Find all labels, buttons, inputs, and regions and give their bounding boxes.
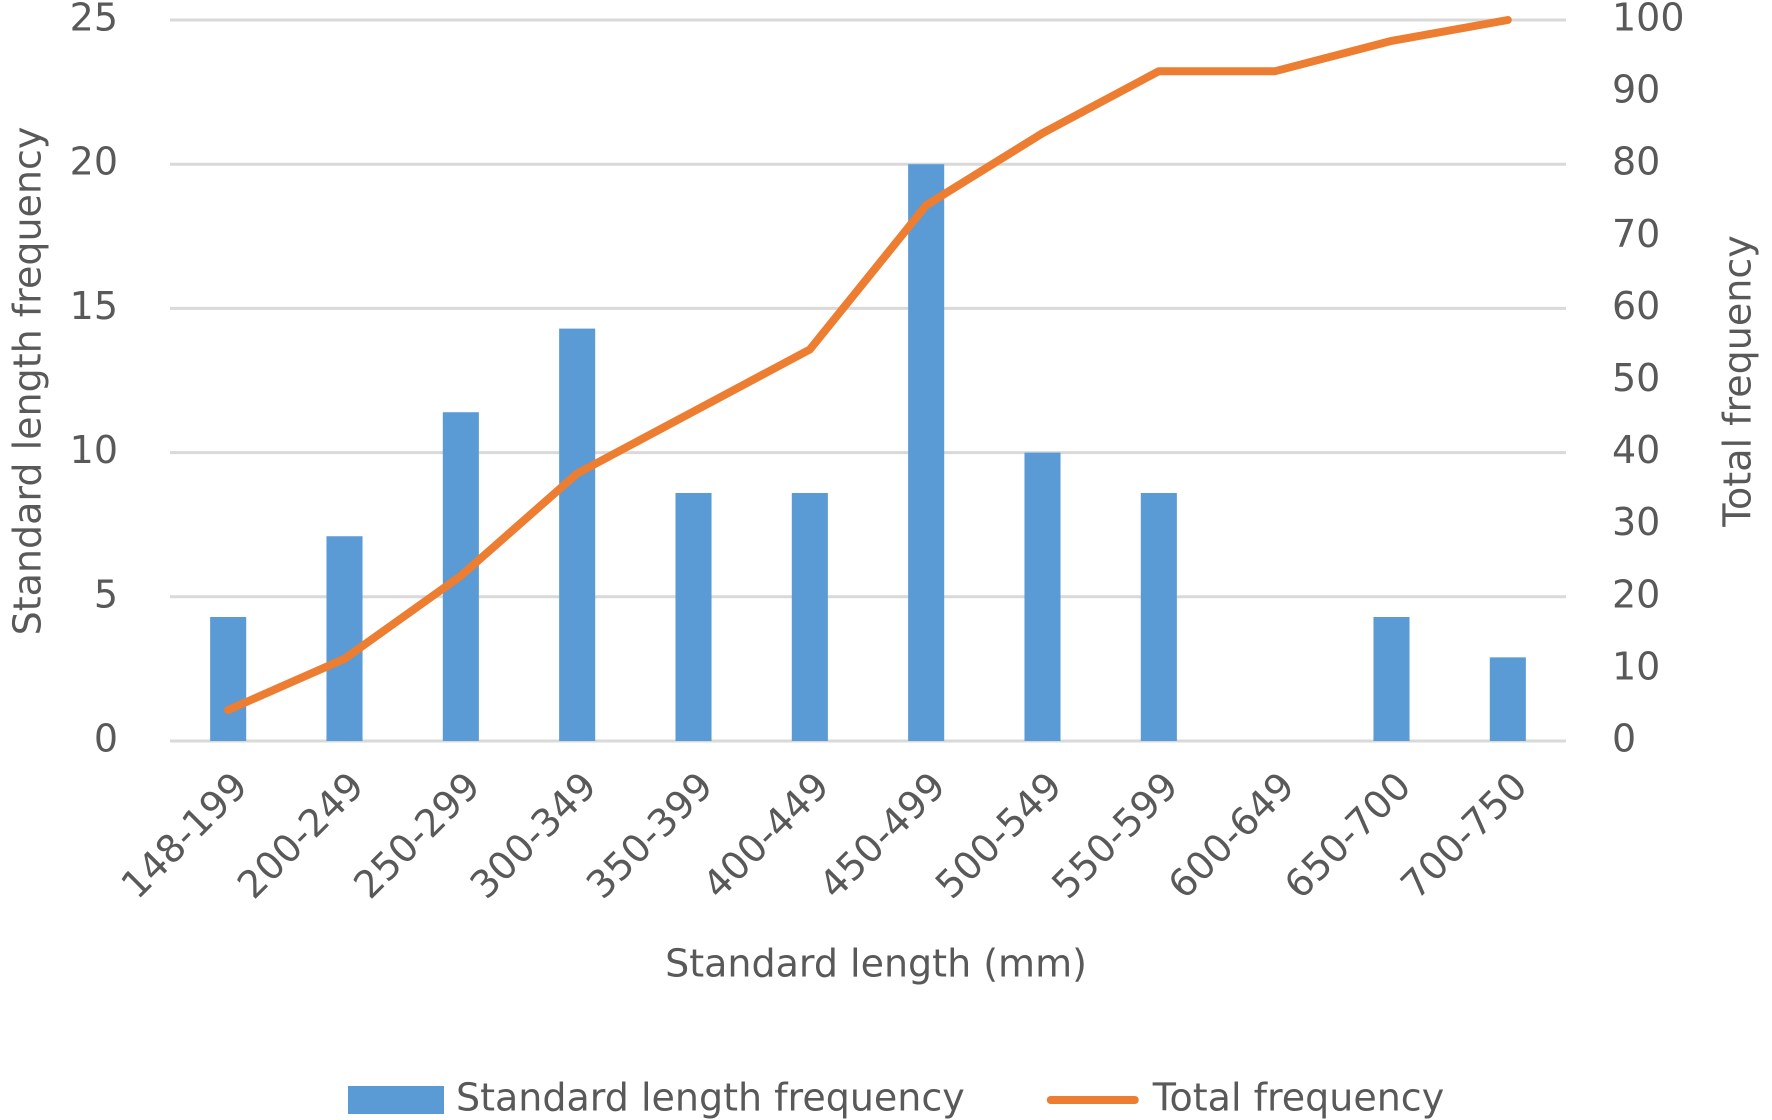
y-axis-title: Standard length frequency [6,127,50,636]
x-tick-label: 700-750 [1392,764,1535,907]
bar [1024,452,1061,741]
x-axis-title: Standard length (mm) [665,942,1087,986]
x-tick-label: 250-299 [345,764,488,907]
y-tick-label: 5 [94,572,118,616]
y2-tick-label: 20 [1612,572,1660,616]
legend-label: Total frequency [1152,1076,1444,1120]
y2-tick-label: 60 [1612,284,1660,328]
legend-swatch [348,1086,444,1114]
legend-label: Standard length frequency [456,1076,965,1120]
x-tick-label: 650-700 [1276,764,1419,907]
y2-tick-label: 10 [1612,644,1660,688]
y2-tick-label: 70 [1612,212,1660,256]
y2-tick-label: 90 [1612,68,1660,112]
y-tick-label: 0 [94,717,118,761]
bar [559,328,596,741]
line [224,16,1512,714]
bar [791,492,828,741]
y-tick-label: 15 [70,284,118,328]
y2-tick-label: 30 [1612,500,1660,544]
y-tick-label: 20 [70,140,118,184]
bar [908,164,945,741]
y2-tick-label: 40 [1612,428,1660,472]
y2-tick-label: 100 [1612,0,1685,40]
bar [1373,616,1410,741]
y2-tick-label: 80 [1612,140,1660,184]
x-tick-label: 600-649 [1160,764,1303,907]
y-tick-label: 10 [70,428,118,472]
y2-tick-label: 50 [1612,356,1660,400]
bar [326,536,363,741]
y2-tick-label: 0 [1612,717,1636,761]
bar [1489,657,1526,741]
x-tick-label: 350-399 [578,764,721,907]
x-tick-label: 500-549 [927,764,1070,907]
x-tick-label: 400-449 [694,764,837,907]
bar [1140,492,1177,741]
x-tick-label: 550-599 [1043,764,1186,907]
x-tick-label: 148-199 [113,764,256,907]
bar [675,492,712,741]
x-tick-label: 200-249 [229,764,372,907]
x-tick-label: 450-499 [811,764,954,907]
y2-axis-title: Total frequency [1716,235,1760,527]
bar [210,616,247,741]
y-tick-label: 25 [70,0,118,40]
x-tick-label: 300-349 [462,764,605,907]
